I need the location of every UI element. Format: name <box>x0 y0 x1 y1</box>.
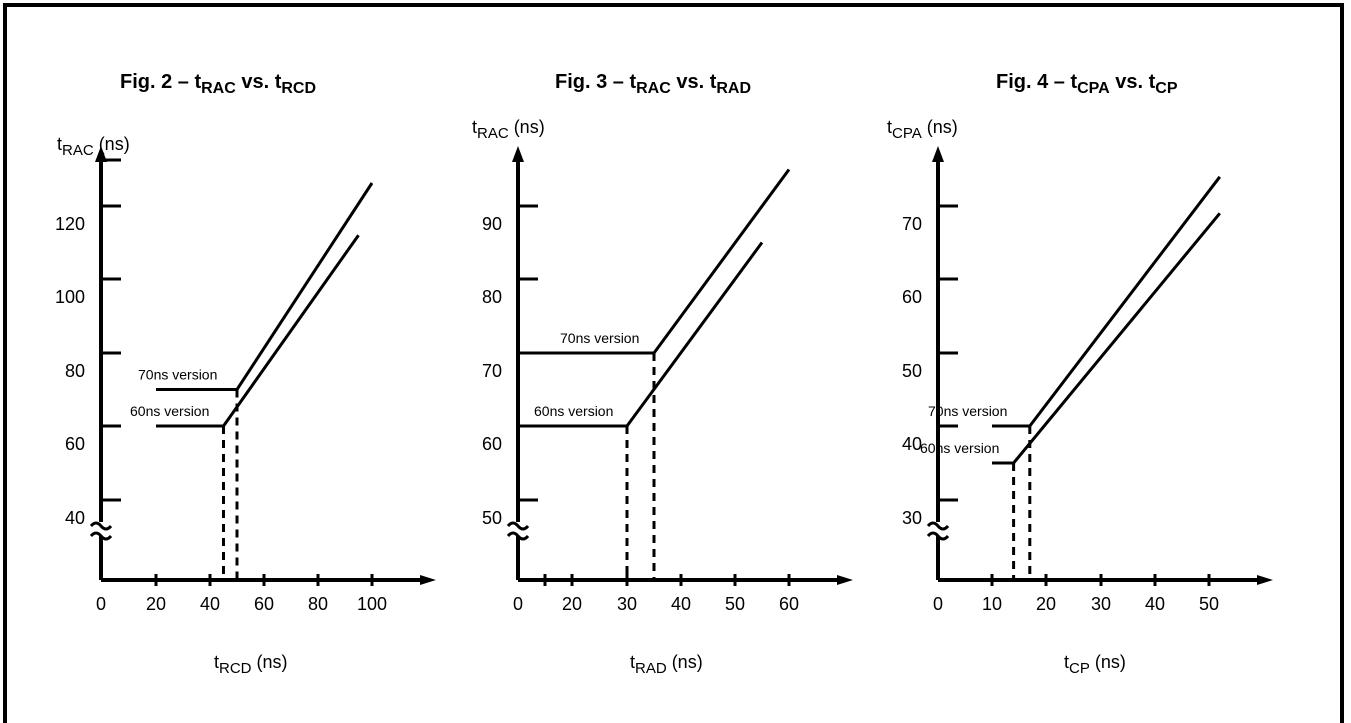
x-tick-label: 40 <box>200 594 220 614</box>
y-tick-label: 120 <box>55 214 85 234</box>
chart-title-part: RAC <box>636 80 671 97</box>
axis-break-mark <box>89 521 113 531</box>
x-tick-label: 60 <box>254 594 274 614</box>
y-tick-label: 40 <box>902 434 922 454</box>
x-axis-label-part: (ns) <box>1090 652 1126 672</box>
x-axis-label-part: t <box>630 652 635 672</box>
series-label: 70ns version <box>928 403 1007 419</box>
y-axis-label-part: RAC <box>62 142 94 159</box>
x-axis-label-part: (ns) <box>667 652 703 672</box>
series-label: 70ns version <box>560 330 639 346</box>
axis-break-mark <box>506 531 530 541</box>
chart-title-part: CPA <box>1077 80 1110 97</box>
y-tick-label: 40 <box>65 508 85 528</box>
y-tick-label: 50 <box>482 508 502 528</box>
series-label: 60ns version <box>920 440 999 456</box>
y-tick-label: 60 <box>902 287 922 307</box>
y-axis-label-part: t <box>472 117 477 137</box>
chart-title-part: CP <box>1155 80 1178 97</box>
x-axis-arrow <box>837 575 853 585</box>
y-axis-label-part: CPA <box>892 125 922 142</box>
x-tick-label: 100 <box>357 594 387 614</box>
y-tick-label: 30 <box>902 508 922 528</box>
y-tick-label: 80 <box>65 361 85 381</box>
series-label: 60ns version <box>534 403 613 419</box>
y-axis-label: tRAC (ns) <box>57 134 130 159</box>
y-tick-label: 70 <box>902 214 922 234</box>
chart-title-part: RCD <box>281 80 316 97</box>
x-tick-label: 20 <box>562 594 582 614</box>
series-line <box>156 182 374 391</box>
x-tick-label: 50 <box>725 594 745 614</box>
x-axis-label-part: t <box>1064 652 1069 672</box>
y-axis-arrow <box>512 146 524 162</box>
x-tick-label: 40 <box>1145 594 1165 614</box>
y-tick-label: 80 <box>482 287 502 307</box>
y-axis-label: tCPA (ns) <box>887 117 958 142</box>
x-axis-label-part: RAD <box>635 660 667 677</box>
y-tick-label: 70 <box>482 361 502 381</box>
axis-break-mark <box>506 521 530 531</box>
axis-break-mark <box>926 531 950 541</box>
y-axis-label-part: (ns) <box>922 117 958 137</box>
x-tick-label: 0 <box>513 594 523 614</box>
chart-title-part: Fig. 4 – t <box>996 71 1077 93</box>
figure-frame <box>3 3 1344 723</box>
x-axis-label: tCP (ns) <box>1064 652 1126 677</box>
y-axis-label: tRAC (ns) <box>472 117 545 142</box>
axis-break-mark <box>89 531 113 541</box>
x-tick-label: 40 <box>671 594 691 614</box>
chart-title-part: RAC <box>201 80 236 97</box>
chart-title-part: Fig. 2 – t <box>120 71 201 93</box>
y-axis-label-part: RAC <box>477 125 509 142</box>
y-tick-label: 60 <box>482 434 502 454</box>
y-axis-label-part: t <box>887 117 892 137</box>
chart-title-part: vs. t <box>1110 71 1156 93</box>
x-tick-label: 60 <box>779 594 799 614</box>
y-tick-label: 90 <box>482 214 502 234</box>
chart-title: Fig. 4 – tCPA vs. tCP <box>996 71 1178 97</box>
y-axis-label-part: t <box>57 134 62 154</box>
x-axis-label-part: t <box>214 652 219 672</box>
axis-break-mark <box>926 521 950 531</box>
x-axis-label: tRAD (ns) <box>630 652 703 677</box>
y-tick-label: 50 <box>902 361 922 381</box>
series-label: 70ns version <box>138 367 217 383</box>
y-axis-arrow <box>932 146 944 162</box>
x-axis-arrow <box>1257 575 1273 585</box>
x-axis-label: tRCD (ns) <box>214 652 288 677</box>
series-label: 60ns version <box>130 403 209 419</box>
y-tick-label: 60 <box>65 434 85 454</box>
series-line <box>156 234 360 428</box>
chart-title: Fig. 3 – tRAC vs. tRAD <box>555 71 751 97</box>
series-line <box>534 168 791 355</box>
x-axis-label-part: CP <box>1069 660 1090 677</box>
chart-title-part: Fig. 3 – t <box>555 71 636 93</box>
x-tick-label: 30 <box>617 594 637 614</box>
chart-title-part: RAD <box>716 80 751 97</box>
x-axis-arrow <box>420 575 436 585</box>
x-tick-label: 10 <box>982 594 1002 614</box>
y-tick-label: 100 <box>55 287 85 307</box>
chart-title-part: vs. t <box>236 71 282 93</box>
x-tick-label: 20 <box>1036 594 1056 614</box>
x-tick-label: 20 <box>146 594 166 614</box>
x-tick-label: 50 <box>1199 594 1219 614</box>
x-axis-label-part: (ns) <box>252 652 288 672</box>
chart-title-part: vs. t <box>671 71 717 93</box>
chart-title: Fig. 2 – tRAC vs. tRCD <box>120 71 316 97</box>
x-axis-label-part: RCD <box>219 660 252 677</box>
x-tick-label: 0 <box>96 594 106 614</box>
x-tick-label: 30 <box>1091 594 1111 614</box>
x-tick-label: 80 <box>308 594 328 614</box>
x-tick-label: 0 <box>933 594 943 614</box>
y-axis-label-part: (ns) <box>94 134 130 154</box>
series-line <box>992 175 1221 428</box>
y-axis-arrow <box>95 146 107 162</box>
y-axis-label-part: (ns) <box>509 117 545 137</box>
